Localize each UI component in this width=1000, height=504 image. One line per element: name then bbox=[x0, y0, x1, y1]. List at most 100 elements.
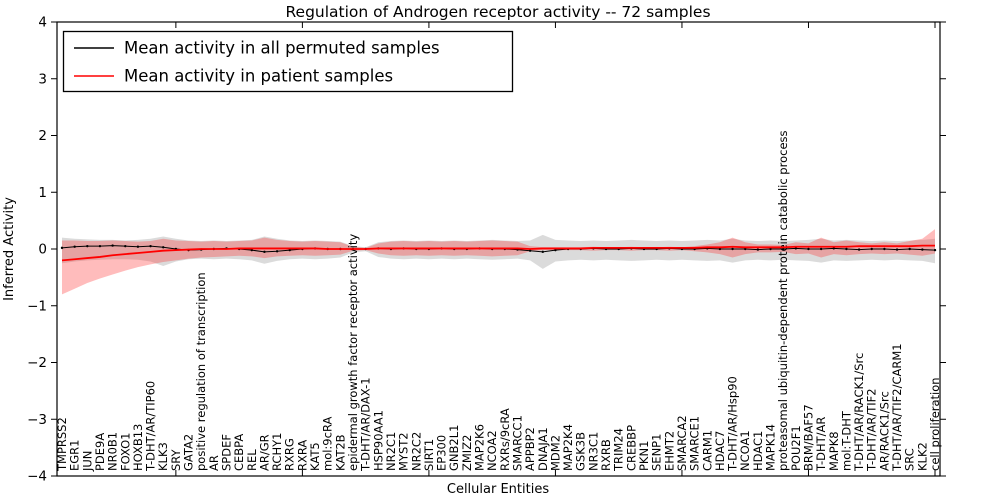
y-tick-label: 1 bbox=[38, 185, 47, 201]
x-tick-label: TMPRSS2 bbox=[55, 417, 69, 472]
x-tick-label: RXRB bbox=[599, 439, 613, 471]
x-tick-label: NR3C1 bbox=[586, 432, 600, 471]
band-permuted bbox=[62, 234, 935, 269]
x-tick-label: RXRG bbox=[283, 438, 297, 471]
x-tick-label: TRIM24 bbox=[612, 428, 626, 472]
plot-area: TMPRSS2EGR1JUNPDE9ANR0B1FOXO1HOXB13T-DHT… bbox=[27, 15, 946, 485]
x-tick-label: GSK3B bbox=[574, 432, 588, 471]
x-tick-label: RXRs/9cRA bbox=[498, 408, 512, 471]
x-axis-label: Cellular Entities bbox=[447, 482, 549, 497]
marker-dot bbox=[162, 246, 165, 249]
x-tick-label: proteasomal ubiquitin-dependent protein … bbox=[776, 130, 790, 471]
x-tick-label: HDAC7 bbox=[713, 431, 727, 471]
marker-dot bbox=[895, 248, 899, 251]
x-tick-label: AR/GR bbox=[257, 434, 271, 471]
marker-dot bbox=[807, 247, 810, 251]
x-tick-label: NR0B1 bbox=[106, 432, 120, 471]
x-tick-label: positive regulation of transcription bbox=[194, 272, 208, 471]
legend: Mean activity in all permuted samples Me… bbox=[62, 30, 514, 93]
marker-dot bbox=[111, 244, 114, 247]
y-axis-label: Inferred Activity bbox=[2, 197, 17, 301]
x-tick-label: MDM2 bbox=[548, 435, 562, 471]
x-tick-label: MYST2 bbox=[397, 432, 411, 471]
marker-dot bbox=[857, 248, 861, 251]
x-tick-label: SRC bbox=[903, 448, 917, 471]
x-tick-label: REL bbox=[245, 449, 259, 471]
x-tick-label: PKN1 bbox=[637, 441, 651, 471]
x-tick-label: FOXO1 bbox=[118, 433, 132, 471]
x-tick-label: SMARCE1 bbox=[688, 416, 702, 471]
y-tick-label: −4 bbox=[27, 469, 47, 485]
marker-dot bbox=[124, 244, 127, 248]
marker-dot bbox=[781, 247, 785, 251]
x-tick-label: MAPK8 bbox=[827, 431, 841, 471]
marker-dot bbox=[60, 246, 64, 250]
marker-dot bbox=[883, 247, 886, 251]
x-tick-label: mol:T-DHT bbox=[839, 410, 853, 471]
legend-box bbox=[62, 30, 514, 93]
x-tick-label: T-DHT/AR/RACK1/Src bbox=[852, 353, 866, 472]
x-tick-label: NR2C1 bbox=[384, 432, 398, 471]
x-tick-label: SRY bbox=[169, 448, 183, 471]
marker-dot bbox=[908, 247, 911, 251]
x-tick-label: AR bbox=[207, 455, 221, 471]
marker-dot bbox=[528, 249, 532, 252]
x-tick-label: GNB2L1 bbox=[447, 425, 461, 471]
y-tick-label: −1 bbox=[27, 298, 47, 314]
band-patient bbox=[62, 229, 935, 295]
x-tick-label: ZMIZ2 bbox=[460, 435, 474, 471]
y-tick-label: 0 bbox=[38, 242, 47, 258]
x-tick-label: POU2F1 bbox=[789, 425, 803, 471]
x-tick-label: SMARCC1 bbox=[510, 415, 524, 471]
x-tick-label: HSP90AA1 bbox=[371, 410, 385, 471]
marker-dot bbox=[288, 248, 291, 252]
x-tick-label: mol:9cRA bbox=[321, 417, 335, 471]
y-tick-label: −3 bbox=[27, 412, 47, 428]
x-tick-label: MAP2K4 bbox=[561, 424, 575, 471]
x-tick-label: T-DHT/AR/TIP60 bbox=[144, 381, 158, 472]
marker-dot bbox=[845, 247, 848, 251]
x-tick-label: SENP1 bbox=[650, 434, 664, 471]
x-tick-label: SIRT1 bbox=[422, 439, 436, 471]
marker-dot bbox=[275, 250, 279, 253]
x-tick-label: SPDEF bbox=[219, 434, 233, 471]
x-tick-label: KLK2 bbox=[915, 442, 929, 471]
x-tick-label: RCHY1 bbox=[270, 433, 284, 471]
marker-dot bbox=[250, 248, 253, 252]
x-tick-label: T-DHT/AR/Hsp90 bbox=[726, 376, 740, 472]
x-tick-label: HDAC1 bbox=[751, 431, 765, 471]
plot-border bbox=[56, 21, 941, 477]
x-tick-label: KAT5 bbox=[308, 442, 322, 471]
marker-dot bbox=[263, 250, 266, 254]
marker-dot bbox=[541, 250, 544, 254]
x-tick-label: KLK3 bbox=[156, 442, 170, 471]
x-tick-label: NCOA1 bbox=[738, 430, 752, 471]
marker-dot bbox=[832, 247, 835, 250]
marker-dot bbox=[554, 248, 557, 252]
marker-dot bbox=[86, 244, 89, 248]
x-tick-label: T-DHT/AR/DAX-1 bbox=[359, 377, 373, 472]
x-tick-label: PDE9A bbox=[93, 433, 107, 471]
x-tick-label: JUN bbox=[80, 451, 94, 472]
x-tick-label: NR2C2 bbox=[409, 432, 423, 471]
x-tick-label: T-DHT/AR/TIF2/CARM1 bbox=[890, 343, 904, 472]
x-tick-label: CREBBP bbox=[624, 425, 638, 471]
x-tick-label: NCOA2 bbox=[485, 430, 499, 471]
marker-dot bbox=[870, 247, 873, 251]
marker-dot bbox=[718, 247, 722, 251]
marker-dot bbox=[756, 248, 760, 251]
x-tick-label: BRM/BAF57 bbox=[801, 404, 815, 471]
x-tick-label: HOXB13 bbox=[131, 424, 145, 471]
marker-dot bbox=[744, 247, 747, 251]
marker-dot bbox=[149, 244, 152, 248]
x-tick-label: epidermal growth factor receptor activit… bbox=[346, 234, 360, 471]
x-tick-label: APPBP2 bbox=[523, 427, 537, 471]
y-tick-label: −2 bbox=[27, 355, 47, 371]
x-tick-label: EHMT2 bbox=[662, 431, 676, 471]
x-tick-label: cell proliferation bbox=[928, 377, 942, 471]
y-tick-label: 2 bbox=[38, 128, 47, 144]
marker-dot bbox=[769, 247, 772, 251]
x-tick-label: RXRA bbox=[295, 440, 309, 471]
